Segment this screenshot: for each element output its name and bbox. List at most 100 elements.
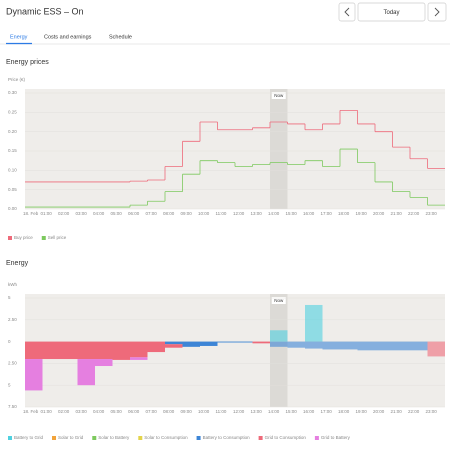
y-tick-label: 0.15	[8, 148, 17, 153]
x-tick-label: 13:00	[251, 211, 263, 216]
legend-label: Sell price	[48, 235, 67, 240]
x-tick-label: 18. Feb	[23, 409, 39, 414]
x-tick-label: 23:00	[426, 211, 438, 216]
energy-bar	[287, 341, 305, 348]
x-tick-label: 03:00	[76, 211, 88, 216]
x-tick-label: 15:00	[286, 409, 298, 414]
y-tick-label: 2.50	[8, 361, 17, 366]
x-tick-label: 16:00	[303, 211, 315, 216]
y-tick-label: 0.10	[8, 168, 17, 173]
energy-bar	[42, 341, 60, 360]
x-tick-label: 03:00	[76, 409, 88, 414]
x-tick-label: 13:00	[251, 409, 263, 414]
energy-bar	[305, 304, 323, 342]
energy-bar	[95, 359, 113, 367]
today-label: Today	[383, 10, 399, 16]
x-tick-label: 21:00	[391, 211, 403, 216]
x-tick-label: 20:00	[373, 409, 385, 414]
tab[interactable]: Energy	[10, 34, 28, 40]
energy-bar	[305, 341, 323, 349]
x-tick-label: 10:00	[198, 409, 210, 414]
next-icon	[434, 7, 440, 17]
energy-bar	[322, 341, 340, 350]
y-tick-label: 0.30	[8, 90, 17, 95]
x-tick-label: 06:00	[128, 211, 140, 216]
y-tick-label: 5	[8, 382, 11, 387]
energy-bar	[165, 341, 183, 345]
x-tick-label: 17:00	[321, 211, 333, 216]
x-tick-label: 14:00	[268, 409, 280, 414]
energy-bar	[147, 341, 165, 353]
today-button[interactable]	[357, 2, 426, 22]
energy-bar	[130, 341, 148, 358]
energy-bar	[130, 357, 148, 360]
x-tick-label: 04:00	[93, 409, 105, 414]
y-tick-label: 0.25	[8, 110, 17, 115]
x-tick-label: 19:00	[356, 409, 368, 414]
legend-swatch	[138, 436, 143, 440]
energy-bar	[60, 341, 78, 360]
energy-bar	[375, 341, 393, 351]
x-tick-label: 07:00	[146, 409, 158, 414]
next-button[interactable]	[427, 2, 447, 22]
x-tick-label: 08:00	[163, 211, 175, 216]
x-tick-label: 11:00	[216, 211, 227, 216]
x-tick-label: 19:00	[356, 211, 368, 216]
legend-label: Solar to Consumption	[144, 435, 188, 440]
legend-swatch	[8, 436, 12, 440]
x-tick-label: 01:00	[41, 409, 53, 414]
legend-label: Battery to Grid	[14, 435, 44, 440]
energy-bar	[410, 341, 428, 351]
energy-bar	[392, 341, 410, 351]
x-tick-label: 17:00	[321, 409, 333, 414]
x-tick-label: 12:00	[233, 409, 245, 414]
energy-bar	[235, 341, 253, 343]
y-tick-label: 0.00	[8, 206, 17, 211]
now-label: Now	[274, 93, 284, 98]
now-band	[270, 89, 288, 209]
y-axis-label: kWh	[8, 282, 17, 287]
x-tick-label: 09:00	[181, 211, 193, 216]
x-tick-label: 09:00	[181, 409, 193, 414]
now-label-box	[271, 297, 286, 304]
energy-bar	[340, 341, 358, 350]
energy-bar	[25, 359, 43, 391]
tab[interactable]: Costs and earnings	[44, 34, 92, 40]
plot-background	[25, 89, 445, 209]
legend-label: Grid to Consumption	[265, 435, 307, 440]
x-tick-label: 18:00	[338, 211, 350, 216]
x-tick-label: 01:00	[41, 211, 53, 216]
x-tick-label: 22:00	[408, 409, 420, 414]
legend-swatch	[41, 236, 46, 240]
energy-bar	[217, 341, 235, 343]
x-tick-label: 18. Feb	[23, 211, 39, 216]
legend-label: Battery to Consumption	[203, 435, 251, 440]
y-tick-label: 0.20	[8, 129, 17, 134]
legend-swatch	[8, 236, 12, 240]
x-tick-label: 11:00	[216, 409, 227, 414]
x-tick-label: 23:00	[426, 409, 438, 414]
now-label-box	[271, 92, 286, 99]
energy-bar	[25, 341, 43, 360]
legend-swatch	[258, 436, 263, 440]
legend-swatch	[196, 436, 201, 440]
now-band	[270, 294, 288, 407]
legend-label: Grid to Battery	[321, 435, 351, 440]
energy-bar	[357, 341, 375, 351]
x-tick-label: 04:00	[93, 211, 105, 216]
energy-bar	[270, 341, 288, 347]
x-tick-label: 15:00	[286, 211, 298, 216]
x-tick-label: 02:00	[58, 409, 70, 414]
tab[interactable]: Schedule	[109, 34, 132, 40]
x-tick-label: 21:00	[391, 409, 403, 414]
prev-button[interactable]	[338, 2, 356, 22]
prev-icon	[344, 7, 350, 17]
x-tick-label: 12:00	[233, 211, 245, 216]
y-tick-label: 2.50	[8, 317, 17, 322]
x-tick-label: 07:00	[146, 211, 158, 216]
energy-bar	[270, 330, 288, 342]
legend-swatch	[314, 436, 319, 440]
x-tick-label: 05:00	[111, 409, 123, 414]
